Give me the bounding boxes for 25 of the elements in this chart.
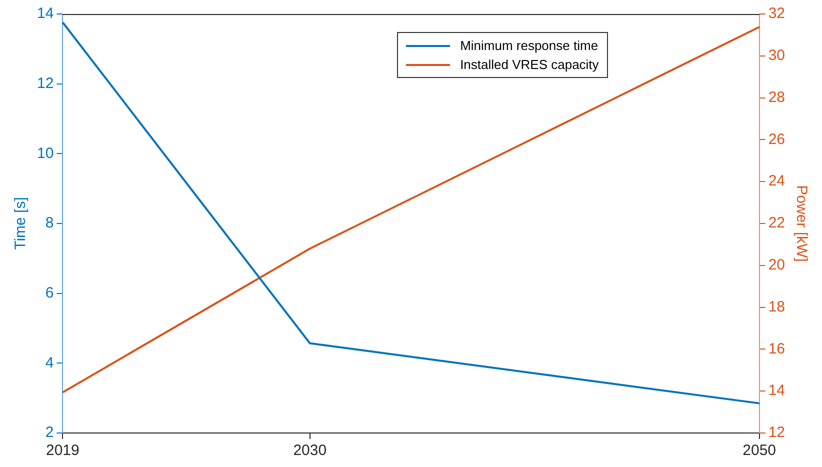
y-tick-label: 4 <box>45 354 54 372</box>
y2-tick-label: 22 <box>768 214 786 232</box>
y2-tick-label: 20 <box>768 256 786 274</box>
y-tick-label: 8 <box>45 214 54 232</box>
x-tick-label: 2050 <box>742 442 776 460</box>
y2-tick-label: 28 <box>768 88 786 106</box>
y2-tick-label: 14 <box>768 382 786 400</box>
x-tick-label: 2019 <box>46 442 80 460</box>
y-tick-label: 12 <box>36 74 54 92</box>
y2-tick-label: 32 <box>768 5 786 22</box>
y2-axis-title: Power [kW] <box>792 185 810 262</box>
y2-tick-label: 16 <box>768 340 786 358</box>
y-tick-label: 10 <box>36 144 54 162</box>
legend-label: Installed VRES capacity <box>460 57 599 72</box>
y2-tick-label: 12 <box>768 424 786 442</box>
y2-tick-label: 30 <box>768 47 786 64</box>
legend-label: Minimum response time <box>460 38 598 53</box>
y2-tick-label: 24 <box>768 172 786 190</box>
y-tick-label: 14 <box>36 5 54 22</box>
x-tick-label: 2030 <box>293 442 327 460</box>
y-axis-title: Time [s] <box>12 197 30 250</box>
y-tick-label: 6 <box>45 284 54 302</box>
y2-tick-label: 26 <box>768 130 786 148</box>
y2-tick-label: 18 <box>768 298 786 316</box>
y-tick-label: 2 <box>45 424 54 442</box>
